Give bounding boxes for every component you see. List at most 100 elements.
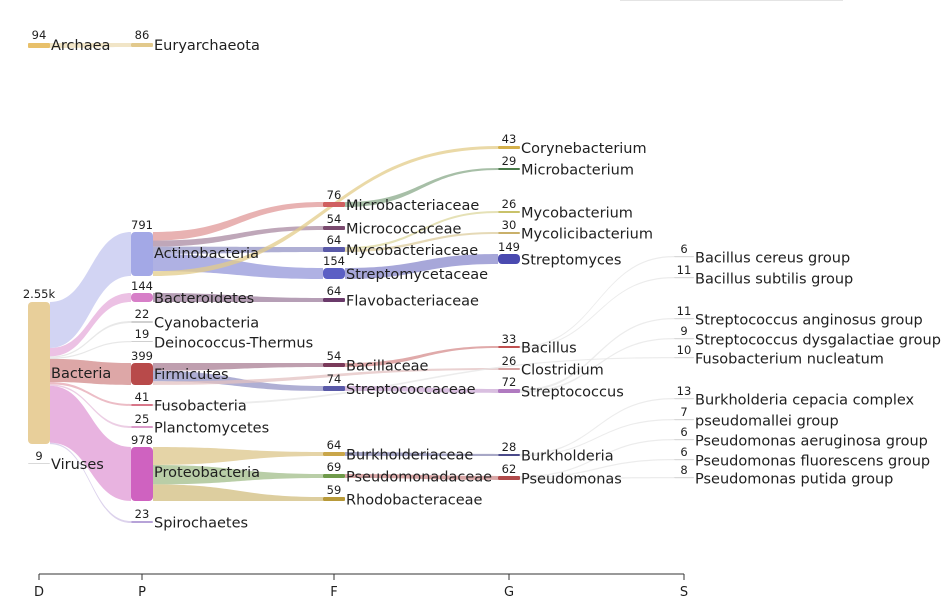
node-pseud_fluorescens[interactable] xyxy=(674,459,694,461)
link-bacillaceae-bacillus[interactable] xyxy=(345,346,498,367)
node-label-rhodobacteraceae: Rhodobacteraceae xyxy=(346,493,483,509)
node-pseudomonadaceae[interactable] xyxy=(323,474,345,478)
node-clostridium[interactable] xyxy=(498,368,520,370)
link-firmicutes-clostridium[interactable] xyxy=(153,368,498,385)
node-cyanobacteria[interactable] xyxy=(131,321,153,323)
node-count-bacillus: 33 xyxy=(502,332,517,346)
node-proteobacteria[interactable] xyxy=(131,447,153,501)
link-streptomycetaceae-streptomyces[interactable] xyxy=(345,254,498,279)
node-count-streptomycetaceae: 154 xyxy=(323,254,345,268)
link-mycobacteriaceae-mycobacterium[interactable] xyxy=(345,211,498,250)
link-actinobacteria-corynebacterium[interactable] xyxy=(153,146,498,276)
node-count-streptomyces: 149 xyxy=(498,240,520,254)
node-strep_anginosus[interactable] xyxy=(674,318,694,320)
node-count-burkholderia: 28 xyxy=(502,440,517,454)
node-bacteroidetes[interactable] xyxy=(131,293,153,302)
node-label-pseudomallei: pseudomallei group xyxy=(695,414,839,430)
link-actinobacteria-microbacteriaceae[interactable] xyxy=(153,202,323,241)
node-bacillaceae[interactable] xyxy=(323,363,345,367)
link-pseudomonadaceae-pseudomonas[interactable] xyxy=(345,474,498,480)
link-archaea-euryarchaeota[interactable] xyxy=(50,43,131,48)
link-bacteria-planctomycetes[interactable] xyxy=(50,384,131,428)
node-pseudomonas[interactable] xyxy=(498,476,520,480)
link-burkholderia-pseudomallei[interactable] xyxy=(520,419,674,457)
node-strep_dysgalactiae[interactable] xyxy=(674,338,694,340)
node-fuso_nucleatum[interactable] xyxy=(674,357,694,359)
link-bacteroidetes-flavobacteriaceae[interactable] xyxy=(153,293,323,302)
link-microbacteriaceae-microbacterium[interactable] xyxy=(345,168,498,207)
node-mycobacterium[interactable] xyxy=(498,211,520,213)
node-bacillus_cereus[interactable] xyxy=(674,256,694,258)
node-streptococcus[interactable] xyxy=(498,389,520,393)
node-streptococcaceae[interactable] xyxy=(323,386,345,391)
node-mycobacteriaceae[interactable] xyxy=(323,247,345,252)
link-bacteria-spirochaetes[interactable] xyxy=(50,442,131,523)
node-flavobacteriaceae[interactable] xyxy=(323,298,345,302)
axis-tick-label-G: G xyxy=(504,585,514,600)
node-count-corynebacterium: 43 xyxy=(502,132,517,146)
link-actinobacteria-streptomycetaceae[interactable] xyxy=(153,253,323,279)
node-micrococcaceae[interactable] xyxy=(323,226,345,230)
node-burk_cepacia[interactable] xyxy=(674,398,694,400)
link-bacillus-bacillus_cereus[interactable] xyxy=(520,256,674,348)
node-burkholderia[interactable] xyxy=(498,454,520,456)
link-burkholderia-burk_cepacia[interactable] xyxy=(520,398,674,456)
link-bacteria-proteobacteria[interactable] xyxy=(50,385,131,501)
link-bacteria-firmicutes[interactable] xyxy=(50,358,131,385)
link-proteobacteria-pseudomonadaceae[interactable] xyxy=(153,465,323,485)
node-mycolicibacterium[interactable] xyxy=(498,232,520,234)
node-planctomycetes[interactable] xyxy=(131,426,153,428)
link-bacteria-cyanobacteria[interactable] xyxy=(50,321,131,358)
node-deinococcus[interactable] xyxy=(131,341,153,342)
node-pseud_putida[interactable] xyxy=(674,477,694,479)
link-firmicutes-bacillaceae[interactable] xyxy=(153,363,323,371)
node-burkholderiaceae[interactable] xyxy=(323,452,345,456)
node-label-streptococcus: Streptococcus xyxy=(521,385,624,401)
node-archaea[interactable] xyxy=(28,43,50,48)
node-fusobacteria[interactable] xyxy=(131,404,153,406)
link-bacteria-deinococcus[interactable] xyxy=(50,341,131,359)
node-count-microbacterium: 29 xyxy=(502,154,517,168)
node-viruses[interactable] xyxy=(28,463,50,464)
node-firmicutes[interactable] xyxy=(131,363,153,385)
node-label-bacillus_subtilis: Bacillus subtilis group xyxy=(695,272,853,288)
node-microbacteriaceae[interactable] xyxy=(323,202,345,207)
node-rhodobacteraceae[interactable] xyxy=(323,497,345,501)
link-bacteria-fusobacteria[interactable] xyxy=(50,382,131,406)
node-count-spirochaetes: 23 xyxy=(135,507,150,521)
link-streptococcaceae-streptococcus[interactable] xyxy=(345,386,498,393)
node-streptomycetaceae[interactable] xyxy=(323,268,345,279)
link-actinobacteria-micrococcaceae[interactable] xyxy=(153,226,323,247)
node-label-planctomycetes: Planctomycetes xyxy=(154,421,269,437)
link-streptococcus-strep_dysgalactiae[interactable] xyxy=(520,338,674,393)
node-actinobacteria[interactable] xyxy=(131,232,153,276)
link-bacteria-bacteroidetes[interactable] xyxy=(50,293,131,357)
node-spirochaetes[interactable] xyxy=(131,521,153,523)
node-count-bacillaceae: 54 xyxy=(327,349,342,363)
node-corynebacterium[interactable] xyxy=(498,146,520,149)
node-bacillus_subtilis[interactable] xyxy=(674,277,694,279)
link-pseudomonas-pseud_putida[interactable] xyxy=(520,477,674,480)
node-pseudomallei[interactable] xyxy=(674,419,694,421)
node-euryarchaeota[interactable] xyxy=(131,43,153,47)
link-proteobacteria-rhodobacteraceae[interactable] xyxy=(153,484,323,501)
node-pseud_aeruginosa[interactable] xyxy=(674,439,694,441)
node-count-actinobacteria: 791 xyxy=(131,218,153,232)
link-bacillus-bacillus_subtilis[interactable] xyxy=(520,277,674,349)
link-streptococcus-strep_anginosus[interactable] xyxy=(520,318,674,392)
node-count-pseudomonas: 62 xyxy=(502,462,517,476)
node-microbacterium[interactable] xyxy=(498,168,520,170)
link-pseudomonas-pseud_aeruginosa[interactable] xyxy=(520,439,674,478)
link-burkholderiaceae-burkholderia[interactable] xyxy=(345,452,498,456)
node-bacteria[interactable] xyxy=(28,302,50,444)
link-fusobacteria-fuso_nucleatum[interactable] xyxy=(153,357,674,406)
link-proteobacteria-burkholderiaceae[interactable] xyxy=(153,447,323,465)
node-bacillus[interactable] xyxy=(498,346,520,348)
node-count-streptococcaceae: 74 xyxy=(327,372,342,386)
link-mycobacteriaceae-mycolicibacterium[interactable] xyxy=(345,232,498,252)
link-actinobacteria-mycobacteriaceae[interactable] xyxy=(153,246,323,254)
link-bacteria-actinobacteria[interactable] xyxy=(50,232,131,348)
link-pseudomonas-pseud_fluorescens[interactable] xyxy=(520,459,674,479)
node-streptomyces[interactable] xyxy=(498,254,520,264)
